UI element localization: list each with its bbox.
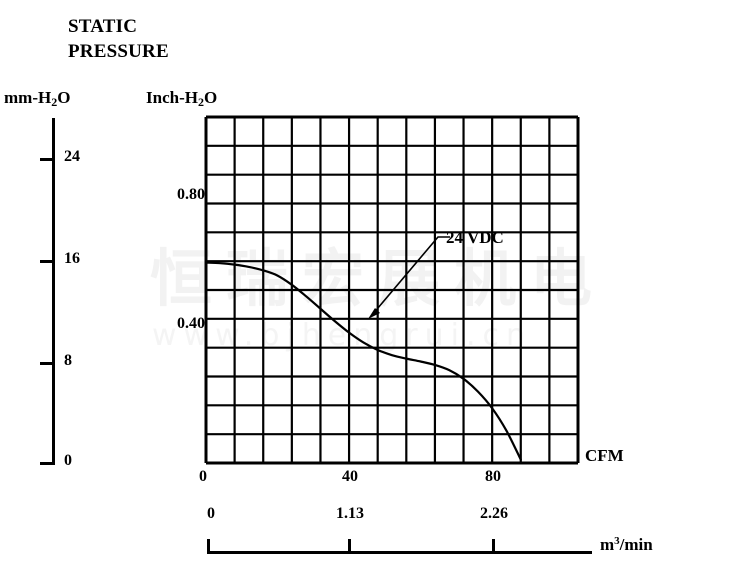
curve-callout-arrow <box>368 236 450 319</box>
plot-gridlines <box>204 115 580 465</box>
inch-h2o-unit-label: Inch-H2O <box>146 88 218 109</box>
plot-area <box>204 115 580 465</box>
watermark-brand: 恒瑞宏展机电 <box>150 242 607 315</box>
mm-axis-label-24: 24 <box>64 148 80 165</box>
cmm-tick-label-0: 0 <box>207 505 215 522</box>
inch-axis-label-080: 0.80 <box>177 186 205 203</box>
cmm-tick-label-113: 1.13 <box>336 505 364 522</box>
inch-axis-label-040: 0.40 <box>177 315 205 332</box>
cmm-axis-label: m3/min <box>600 535 653 554</box>
cmm-tick-label-226: 2.26 <box>480 505 508 522</box>
mm-axis-tick-24 <box>40 158 54 161</box>
cfm-axis-label: CFM <box>585 446 624 465</box>
pressure-curve-24vdc <box>204 261 522 461</box>
mm-h2o-unit-label: mm-H2O <box>4 88 71 109</box>
cmm-axis-tick-0 <box>207 539 210 552</box>
mm-h2o-axis-line <box>52 118 55 465</box>
cmm-axis-line <box>207 551 592 554</box>
cfm-tick-label-40: 40 <box>342 468 358 485</box>
mm-axis-label-16: 16 <box>64 250 80 267</box>
mm-axis-tick-0 <box>40 462 54 465</box>
cmm-axis-tick-113 <box>348 539 351 552</box>
cmm-axis-tick-226 <box>492 539 495 552</box>
page-title: STATIC PRESSURE <box>68 16 169 62</box>
cfm-tick-label-0: 0 <box>199 468 207 485</box>
series-label-24vdc: 24 VDC <box>446 228 504 247</box>
mm-axis-label-0: 0 <box>64 452 72 469</box>
mm-axis-label-8: 8 <box>64 352 72 369</box>
mm-axis-tick-8 <box>40 362 54 365</box>
cfm-tick-label-80: 80 <box>485 468 501 485</box>
mm-axis-tick-16 <box>40 260 54 263</box>
